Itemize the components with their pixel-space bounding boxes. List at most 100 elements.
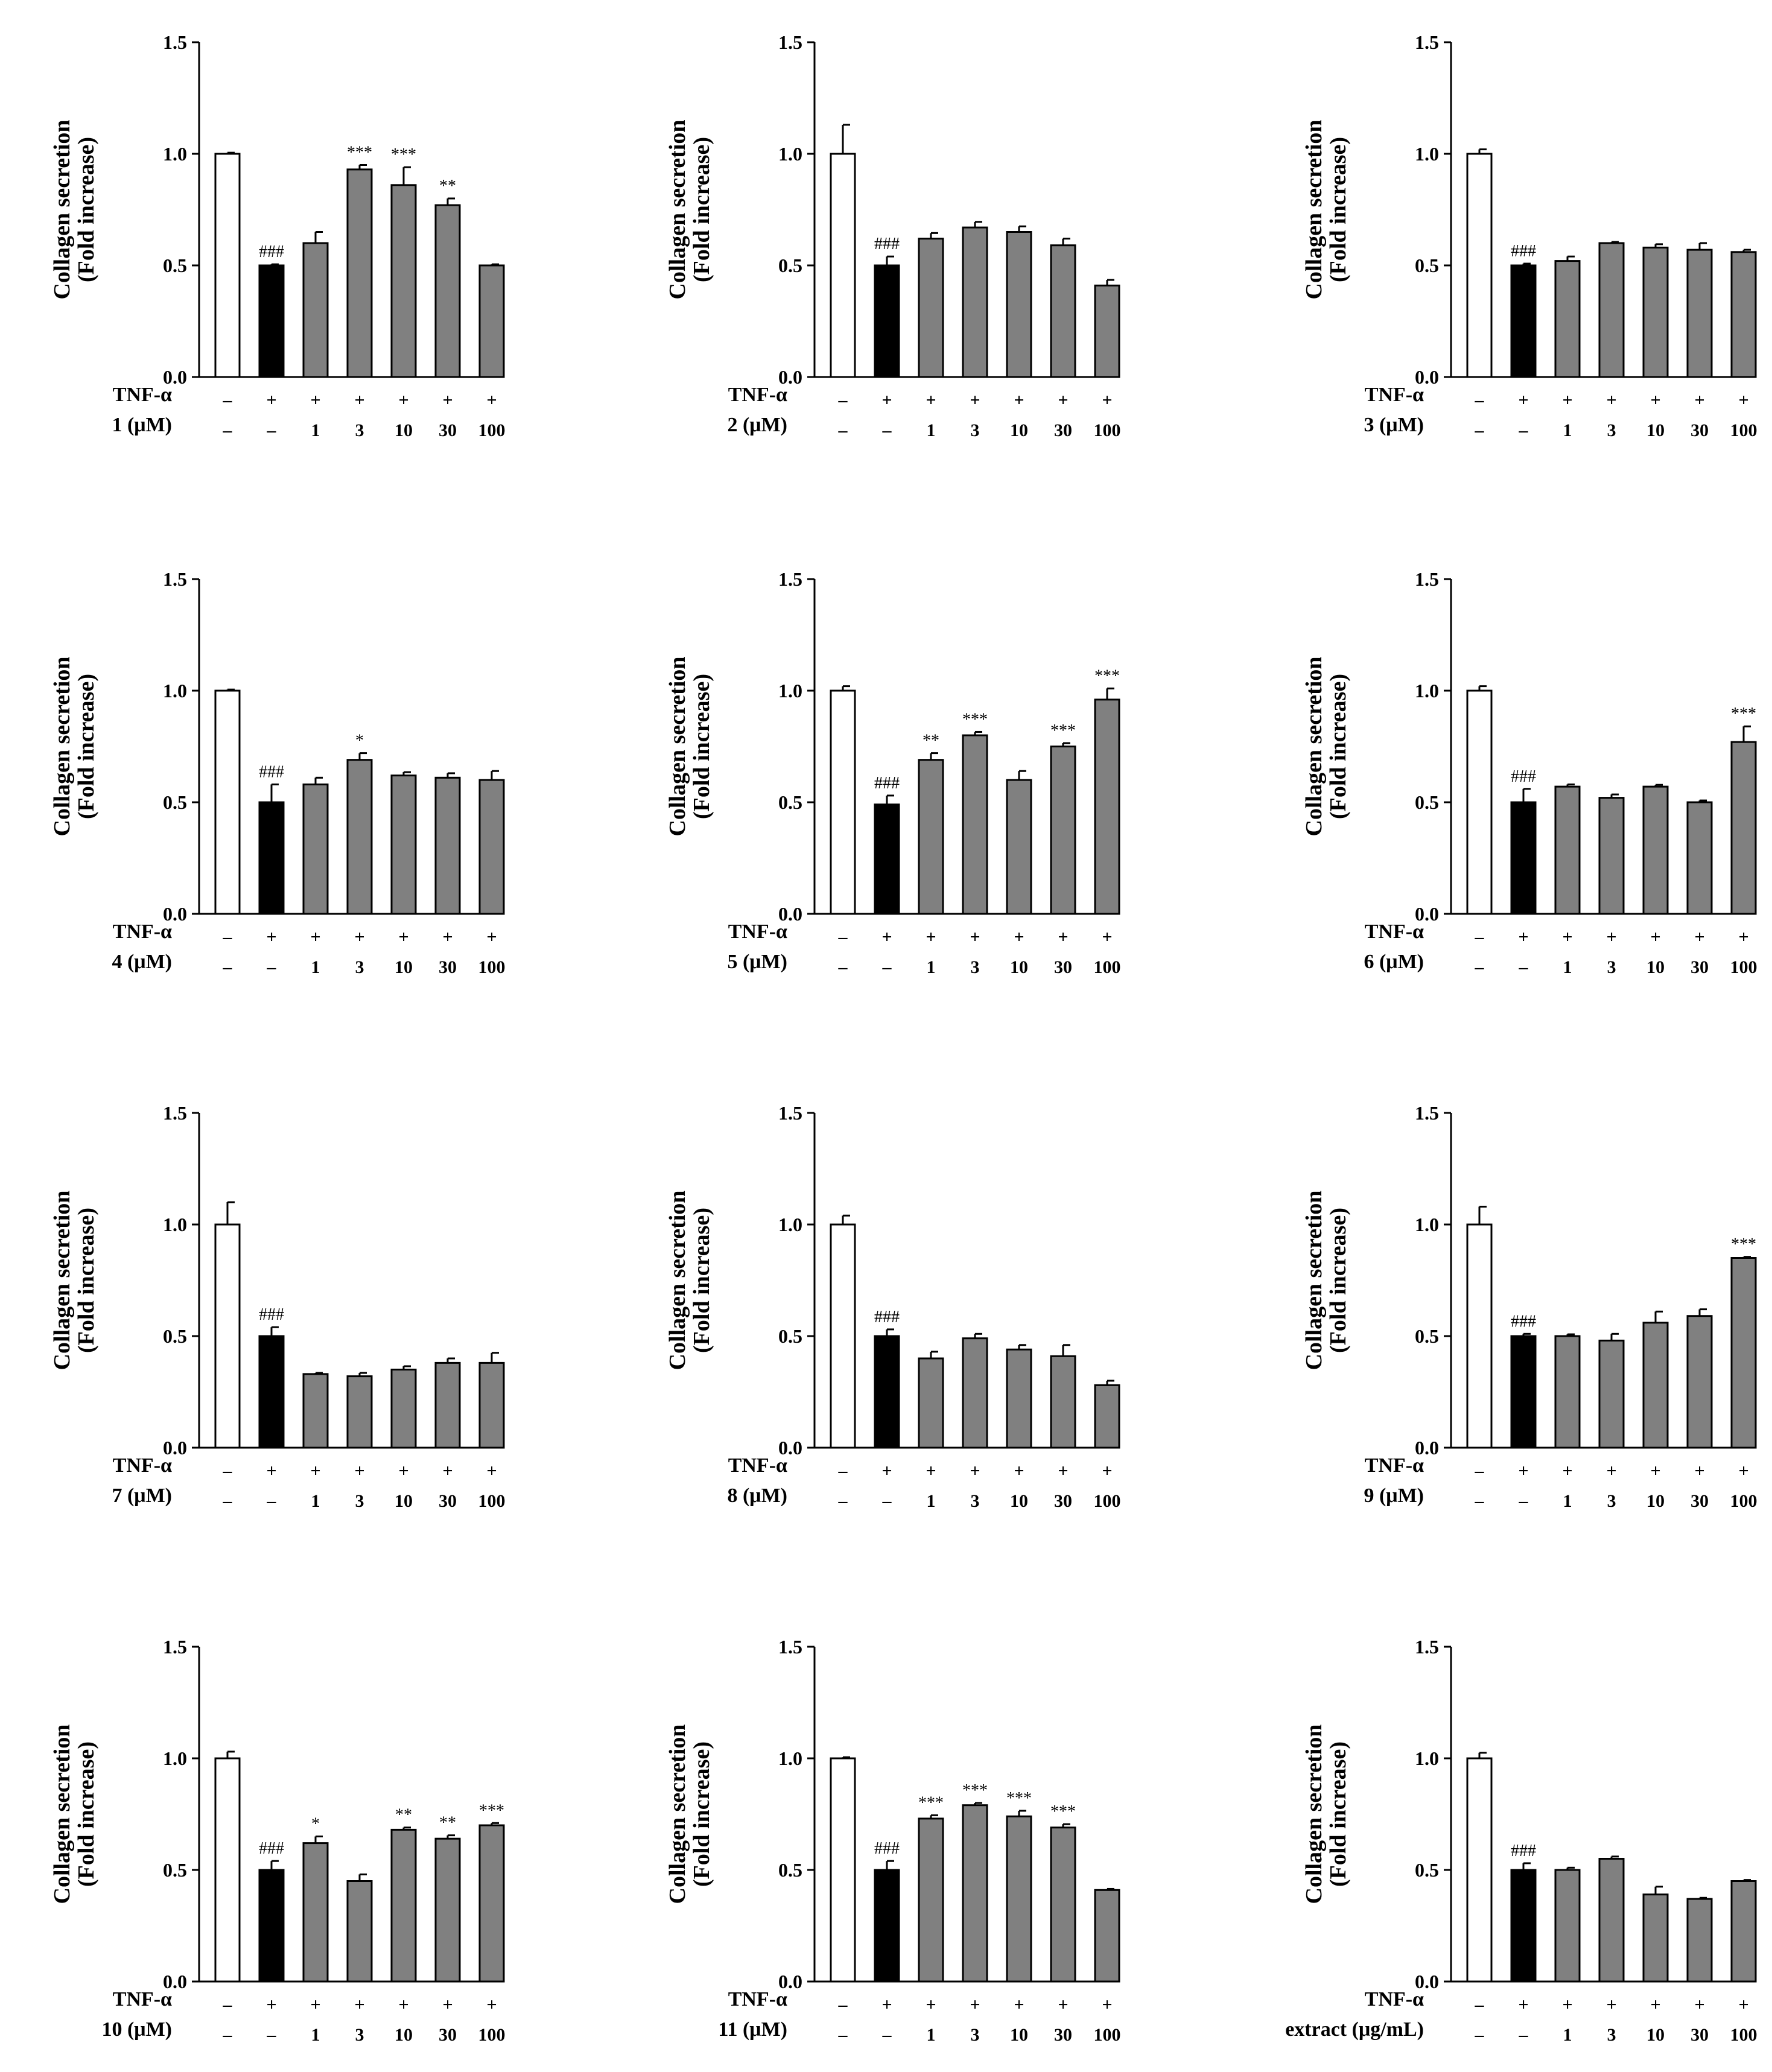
significance-label: *** xyxy=(1006,1789,1032,1808)
bar xyxy=(830,689,856,915)
tnf-row-label: TNF-α xyxy=(1365,1454,1424,1477)
dose-condition: 3 xyxy=(971,2025,980,2045)
y-tick-label: 0.5 xyxy=(778,1325,802,1347)
bar xyxy=(1006,779,1032,915)
dose-condition: 30 xyxy=(1691,2025,1709,2045)
dose-condition: 10 xyxy=(1010,2025,1028,2045)
tnf-condition: + xyxy=(926,1461,936,1481)
bar xyxy=(1050,1826,1076,1983)
y-axis-title-line1: Collagen secretion xyxy=(1301,120,1327,300)
dose-condition: – xyxy=(838,2025,848,2045)
bar xyxy=(1642,1893,1669,1983)
significance-label: ** xyxy=(923,732,939,750)
bar xyxy=(830,1223,856,1449)
bar xyxy=(918,1357,944,1449)
significance-label: ### xyxy=(874,235,900,253)
y-tick-label: 0.5 xyxy=(163,255,187,276)
significance-label: *** xyxy=(962,1781,988,1800)
tnf-condition: + xyxy=(442,390,453,410)
y-tick-label: 0.5 xyxy=(1415,1325,1439,1347)
dose-condition: – xyxy=(882,420,892,440)
tnf-condition: + xyxy=(1606,390,1616,410)
dose-condition: – xyxy=(1519,957,1529,977)
tnf-condition: + xyxy=(1102,1995,1112,2015)
dose-condition: 30 xyxy=(1691,957,1709,977)
bar xyxy=(390,184,417,378)
bar xyxy=(390,1369,417,1449)
y-axis-title-line2: (Fold increase) xyxy=(689,137,714,282)
tnf-condition: + xyxy=(1518,1995,1528,2015)
bar xyxy=(478,1824,505,1983)
tnf-condition: + xyxy=(1058,390,1068,410)
dose-condition: 30 xyxy=(1054,2025,1072,2045)
bar xyxy=(1554,1869,1581,1983)
bar xyxy=(346,168,373,378)
bar xyxy=(258,1869,285,1983)
y-tick-label: 1.0 xyxy=(1415,1747,1439,1769)
tnf-condition: + xyxy=(1738,390,1748,410)
tnf-condition: + xyxy=(1102,390,1112,410)
bar xyxy=(918,759,944,915)
tnf-condition: + xyxy=(310,1461,320,1481)
bar xyxy=(1510,264,1537,378)
significance-label: ### xyxy=(874,774,900,793)
dose-condition: 100 xyxy=(1730,420,1758,440)
tnf-condition: + xyxy=(266,1995,276,2015)
significance-label: *** xyxy=(1094,667,1120,685)
y-tick-label: 0.0 xyxy=(1415,366,1439,388)
dose-condition: 1 xyxy=(311,957,320,977)
bar xyxy=(1510,1335,1537,1449)
panel-7: 0.0 0.5 1.0 1.5 Collagen secretion(Fold incr… xyxy=(49,1102,506,1511)
y-tick-label: 0.0 xyxy=(1415,1971,1439,1992)
y-axis-title: Collagen secretion(Fold increase) xyxy=(1301,657,1351,837)
dose-condition: 3 xyxy=(971,1491,980,1511)
y-tick-label: 0.0 xyxy=(163,903,187,925)
y-tick-label: 0.5 xyxy=(778,791,802,813)
tnf-condition: + xyxy=(310,1995,320,2015)
tnf-condition: – xyxy=(838,390,848,410)
dose-condition: 100 xyxy=(1730,957,1758,977)
panel-2: 0.0 0.5 1.0 1.5 Collagen secretion(Fold incr… xyxy=(665,31,1121,440)
bar xyxy=(1686,249,1713,378)
tnf-row-label: TNF-α xyxy=(1365,384,1424,406)
y-tick-label: 0.0 xyxy=(163,1971,187,1992)
y-tick-label: 0.5 xyxy=(1415,1859,1439,1881)
tnf-condition: + xyxy=(1738,1995,1748,2015)
tnf-condition: – xyxy=(1475,1995,1485,2015)
tnf-condition: – xyxy=(1475,390,1485,410)
significance-label: *** xyxy=(391,145,416,164)
bar xyxy=(434,204,461,378)
tnf-condition: + xyxy=(881,1461,892,1481)
y-tick-label: 1.0 xyxy=(778,1747,802,1769)
y-tick-label: 0.5 xyxy=(163,1325,187,1347)
y-axis-title-line1: Collagen secretion xyxy=(1301,1191,1327,1370)
tnf-condition: + xyxy=(354,390,364,410)
dose-condition: 10 xyxy=(1647,420,1665,440)
tnf-condition: + xyxy=(266,1461,276,1481)
dose-condition: 3 xyxy=(355,420,364,440)
bar xyxy=(390,775,417,915)
significance-label: ** xyxy=(439,1814,456,1833)
tnf-condition: + xyxy=(1650,927,1660,947)
tnf-condition: + xyxy=(442,1995,453,2015)
y-tick-label: 0.5 xyxy=(1415,791,1439,813)
tnf-condition: – xyxy=(223,390,233,410)
tnf-condition: + xyxy=(354,927,364,947)
y-tick-label: 1.5 xyxy=(1415,1102,1439,1124)
dose-condition: – xyxy=(1519,1491,1529,1511)
y-tick-label: 0.0 xyxy=(778,903,802,925)
bar xyxy=(1598,1858,1625,1983)
bar xyxy=(1466,153,1493,378)
significance-label: ### xyxy=(1511,1312,1536,1331)
y-tick-label: 1.5 xyxy=(778,1636,802,1658)
tnf-condition: + xyxy=(970,390,980,410)
dose-condition: – xyxy=(1519,2025,1529,2045)
bar xyxy=(1050,244,1076,378)
y-tick-label: 1.0 xyxy=(778,1214,802,1235)
bar xyxy=(1554,1335,1581,1449)
dose-condition: – xyxy=(838,1491,848,1511)
tnf-row-label: TNF-α xyxy=(728,920,787,943)
dose-condition: 1 xyxy=(1563,957,1572,977)
tnf-condition: + xyxy=(1058,1995,1068,2015)
bar xyxy=(1730,1880,1757,1983)
